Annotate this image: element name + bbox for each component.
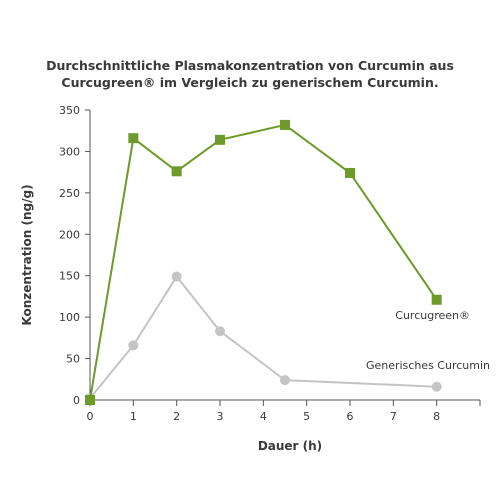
x-tick-label: 4 (260, 410, 267, 423)
x-tick-label: 5 (303, 410, 310, 423)
x-tick-label: 0 (87, 410, 94, 423)
series-line (89, 275, 437, 399)
x-tick-label: 7 (390, 410, 397, 423)
data-point-circle (280, 375, 290, 386)
chart-title-line-2: Curcugreen® im Vergleich zu generischem … (61, 75, 438, 90)
series-layer: Curcugreen® Generisches Curcumin (85, 119, 490, 405)
y-tick-label: 300 (59, 145, 80, 158)
x-tick-label: 6 (347, 410, 354, 423)
chart-title-line-1: Durchschnittliche Plasmakonzentration vo… (46, 58, 454, 73)
series-generisches-curcumin (85, 271, 442, 404)
y-tick-label: 0 (73, 394, 80, 407)
y-axis-label: Konzentration (ng/g) (20, 184, 34, 325)
series-label-curcugreen: Curcugreen® (395, 309, 470, 322)
data-point-square (431, 294, 442, 305)
data-point-square (171, 166, 182, 177)
y-tick-label: 250 (59, 187, 80, 200)
data-point-circle (128, 340, 139, 351)
data-point-square (85, 395, 95, 405)
x-axis-label: Dauer (h) (258, 439, 322, 453)
data-point-square (128, 133, 139, 144)
y-tick-label: 100 (59, 311, 80, 324)
x-tick-label: 8 (433, 410, 440, 423)
series-label-generisches-curcumin: Generisches Curcumin (366, 359, 490, 372)
y-tick-label: 50 (66, 353, 80, 366)
data-point-square (280, 119, 290, 130)
data-point-circle (215, 326, 225, 337)
y-tick-label: 350 (59, 104, 80, 117)
axes: 0 50 100 150 200 250 300 350 0 1 2 3 4 5 6 7 8 (59, 104, 481, 423)
x-tick-label: 3 (217, 410, 224, 423)
x-tick-label: 2 (173, 410, 180, 423)
y-tick-label: 200 (59, 228, 80, 241)
data-point-square (345, 167, 355, 178)
data-point-circle (171, 271, 182, 282)
data-point-circle (431, 381, 442, 392)
x-tick-label: 1 (130, 410, 137, 423)
series-curcugreen (85, 119, 442, 405)
data-point-square (215, 134, 225, 145)
y-tick-label: 150 (59, 270, 80, 283)
